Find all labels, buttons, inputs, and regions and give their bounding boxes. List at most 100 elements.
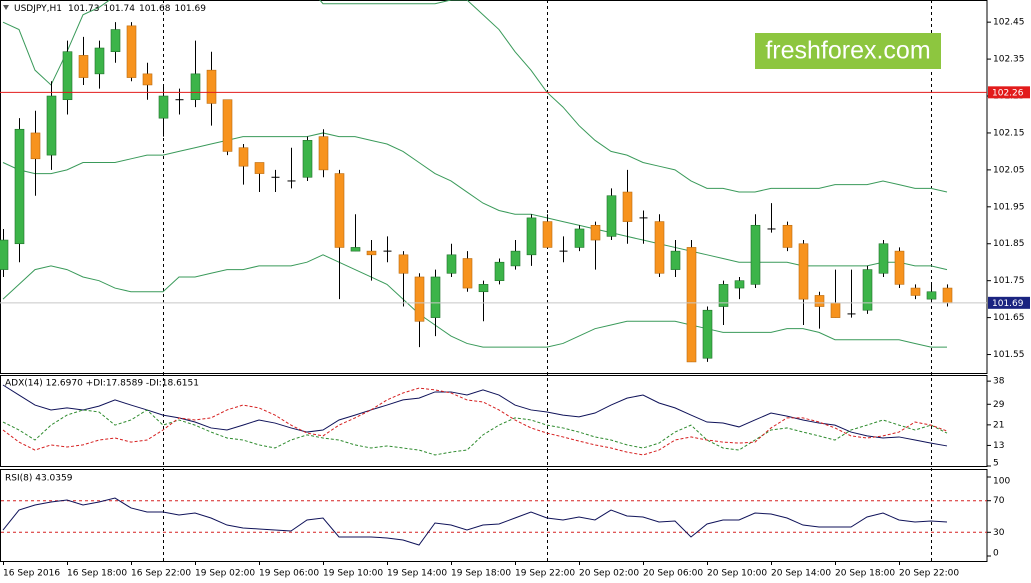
candle-body <box>94 47 105 75</box>
candle-body <box>830 302 841 318</box>
candle-body <box>222 99 233 152</box>
indicator-line <box>2 0 948 193</box>
x-tick-label: 16 Sep 2016 <box>3 569 60 579</box>
low: 101.68 <box>139 4 171 14</box>
y-tick-label: 101.85 <box>993 239 1025 249</box>
x-tick-label: 20 Sep 10:00 <box>707 569 767 579</box>
plot-area <box>1 497 987 546</box>
rsi-title: RSI(8) 43.0359 <box>5 474 73 484</box>
candle-body <box>878 243 889 274</box>
y-tick-label: 21 <box>993 420 1004 430</box>
candle-body <box>622 191 633 222</box>
candle-body <box>430 276 441 318</box>
candle-body <box>14 128 25 245</box>
candle-body <box>158 95 169 119</box>
y-tick-label: 101.65 <box>993 313 1025 323</box>
y-tick-label: 102.15 <box>993 128 1025 138</box>
x-tick-label: 19 Sep 18:00 <box>451 569 511 579</box>
candle-body <box>350 247 361 252</box>
candle-body <box>510 250 521 267</box>
close: 101.69 <box>174 4 206 14</box>
candle-body <box>718 284 729 307</box>
last-price-label: 101.69 <box>992 299 1024 309</box>
candle-body <box>190 73 201 101</box>
x-tick-label: 19 Sep 06:00 <box>259 569 319 579</box>
candle-body <box>862 269 873 311</box>
candle-body <box>494 261 505 281</box>
x-tick-label: 19 Sep 22:00 <box>515 569 575 579</box>
candle-body <box>254 162 265 174</box>
y-tick-label: 30 <box>993 528 1005 538</box>
plot-area <box>2 384 948 456</box>
x-tick-label: 20 Sep 18:00 <box>835 569 895 579</box>
y-tick-label: 0 <box>993 549 999 559</box>
candle-body <box>654 221 665 274</box>
candle-body <box>30 132 41 160</box>
y-tick-label: 13 <box>993 441 1004 451</box>
y-tick-label: 100 <box>993 477 1010 487</box>
candle-body <box>750 224 761 285</box>
x-tick-label: 16 Sep 22:00 <box>131 569 191 579</box>
candle-body <box>814 295 825 307</box>
candle-body <box>318 136 329 171</box>
rsi-panel <box>0 469 988 562</box>
price-line-tag <box>988 86 1030 99</box>
x-tick-label: 16 Sep 18:00 <box>67 569 127 579</box>
candle-body <box>910 287 921 296</box>
candle-body <box>398 254 409 274</box>
x-tick-label: 19 Sep 14:00 <box>387 569 447 579</box>
plot-area <box>0 0 987 363</box>
watermark-box <box>755 33 941 69</box>
x-tick-label: 20 Sep 06:00 <box>643 569 703 579</box>
candle-body <box>606 195 617 237</box>
candle-body <box>574 228 585 248</box>
candle-body <box>334 173 345 248</box>
y-tick-label: 70 <box>993 496 1005 506</box>
symbol-title: USDJPY,H1 101.73 101.74 101.68 101.69 <box>14 4 206 14</box>
candle-body <box>542 221 553 248</box>
y-tick-label: 102.35 <box>993 55 1025 65</box>
x-tick-label: 19 Sep 10:00 <box>323 569 383 579</box>
candle-body <box>78 55 89 78</box>
x-tick-label: 20 Sep 14:00 <box>771 569 831 579</box>
y-tick-label: 101.75 <box>993 276 1025 286</box>
candle-body <box>702 309 713 359</box>
x-tick-label: 20 Sep 02:00 <box>579 569 639 579</box>
candle-body <box>110 29 121 53</box>
last-price-tag <box>988 296 1030 309</box>
price-line-label: 102.26 <box>992 88 1024 98</box>
candle-body <box>126 25 137 78</box>
candle-body <box>462 258 473 289</box>
symbol-icon <box>3 5 9 10</box>
candle-body <box>686 247 697 363</box>
high: 101.74 <box>103 4 135 14</box>
y-tick-label: 5 <box>993 459 999 469</box>
candle-body <box>926 291 937 300</box>
watermark: freshforex.com <box>765 37 930 65</box>
y-tick-label: 101.55 <box>993 350 1025 360</box>
candle-body <box>734 280 745 289</box>
candle-body <box>62 51 73 101</box>
candle-body <box>238 147 249 167</box>
y-tick-label: 102.05 <box>993 165 1025 175</box>
candle-body <box>942 287 953 304</box>
indicator-line <box>2 384 948 447</box>
candle-body <box>366 250 377 256</box>
candle-body <box>590 224 601 241</box>
candle-body <box>526 217 537 256</box>
candle-body <box>670 250 681 270</box>
x-tick-label: 19 Sep 02:00 <box>195 569 255 579</box>
y-tick-label: 38 <box>993 377 1005 387</box>
candle-body <box>894 250 905 285</box>
candle-body <box>46 95 57 156</box>
adx-title: ADX(14) 12.6970 +DI:17.8589 -DI:18.6151 <box>5 379 199 389</box>
candle-body <box>0 239 9 270</box>
candle-body <box>478 284 489 293</box>
open: 101.73 <box>68 4 100 14</box>
candle-body <box>782 224 793 248</box>
indicator-line <box>2 387 948 456</box>
